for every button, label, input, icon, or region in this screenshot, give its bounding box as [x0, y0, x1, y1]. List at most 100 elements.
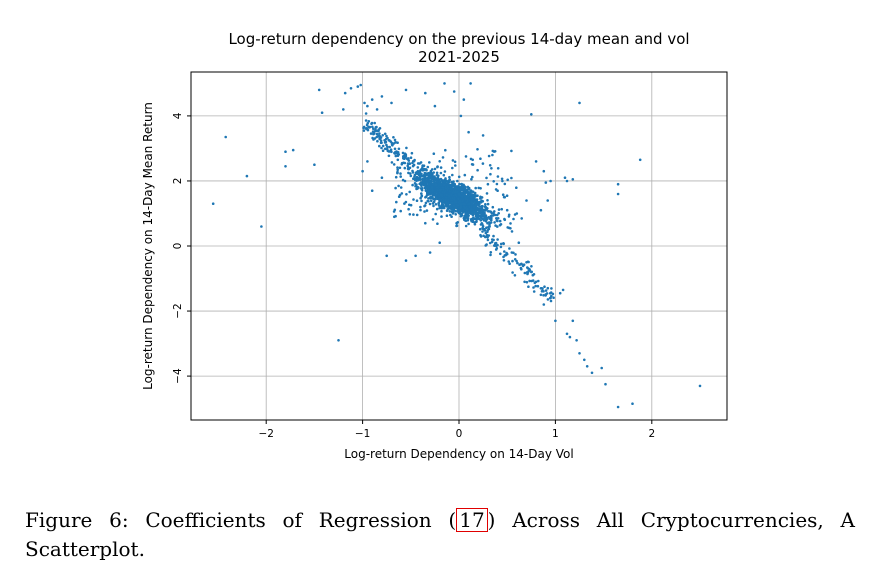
x-axis-label: Log-return Dependency on 14-Day Vol	[344, 447, 573, 461]
scatter-point	[600, 366, 603, 370]
scatter-point	[565, 179, 569, 183]
caption-suffix: ) Across All Cryptocurrencies, A Scatter…	[25, 508, 855, 561]
scatter-point	[507, 260, 511, 263]
scatter-point	[494, 241, 498, 245]
scatter-point	[408, 166, 412, 170]
scatter-point	[550, 287, 553, 290]
scatter-point	[548, 296, 552, 300]
scatter-point	[493, 150, 497, 153]
grid-lines	[191, 72, 727, 420]
scatter-point	[421, 164, 424, 168]
scatter-point	[482, 214, 486, 217]
scatter-point	[380, 176, 384, 179]
scatter-point	[390, 101, 393, 105]
scatter-point	[478, 205, 481, 208]
scatter-point	[460, 195, 464, 198]
scatter-point	[463, 185, 467, 189]
scatter-point	[487, 225, 490, 229]
scatter-point	[502, 255, 505, 259]
scatter-point	[616, 405, 620, 409]
scatter-point	[471, 218, 475, 222]
scatter-point	[452, 207, 455, 210]
scatter-point	[470, 177, 473, 181]
scatter-point	[412, 198, 415, 201]
scatter-point	[565, 332, 569, 336]
scatter-point	[495, 219, 499, 222]
scatter-point	[443, 191, 447, 194]
scatter-point	[445, 214, 449, 217]
scatter-point	[554, 319, 557, 323]
scatter-point	[631, 402, 634, 406]
scatter-point	[446, 188, 449, 192]
scatter-point	[455, 224, 459, 227]
scatter-point	[546, 298, 550, 301]
scatter-point	[568, 335, 572, 339]
scatter-point	[477, 217, 481, 221]
scatter-point	[473, 222, 477, 226]
scatter-point	[451, 166, 454, 170]
scatter-point	[404, 88, 408, 92]
scatter-point	[483, 208, 487, 211]
scatter-point	[387, 138, 391, 142]
scatter-point	[464, 155, 468, 158]
scatter-point	[444, 148, 447, 152]
scatter-point	[418, 162, 421, 165]
scatter-point	[489, 253, 492, 257]
scatter-point	[398, 166, 402, 170]
scatter-point	[492, 180, 496, 183]
scatter-point	[387, 154, 391, 158]
scatter-point	[578, 101, 581, 105]
scatter-point	[505, 208, 509, 212]
scatter-point	[424, 91, 427, 95]
scatter-point	[442, 173, 446, 177]
scatter-point	[380, 95, 384, 98]
scatter-point	[399, 186, 403, 189]
scatter-point	[373, 121, 377, 125]
scatter-point	[485, 192, 489, 195]
scatter-point	[446, 180, 450, 184]
scatter-point	[396, 151, 400, 154]
scatter-point	[449, 184, 452, 188]
scatter-point	[479, 233, 482, 237]
scatter-point	[398, 193, 402, 197]
scatter-point	[396, 166, 399, 169]
scatter-point	[442, 183, 446, 187]
scatter-point	[500, 177, 504, 181]
scatter-point	[408, 203, 411, 207]
scatter-point	[527, 285, 530, 289]
scatter-point	[457, 197, 460, 200]
scatter-point	[370, 98, 374, 101]
scatter-point	[396, 158, 400, 162]
equation-reference-link[interactable]: 17	[456, 508, 488, 532]
scatter-point	[415, 213, 419, 217]
scatter-point	[434, 177, 438, 181]
scatter-point	[480, 207, 484, 210]
scatter-point	[537, 279, 540, 283]
scatter-point	[393, 147, 397, 151]
scatter-point	[426, 199, 430, 203]
scatter-point	[349, 87, 353, 90]
scatter-point	[448, 210, 452, 213]
scatter-point	[440, 184, 443, 187]
scatter-point	[462, 208, 465, 212]
scatter-point	[431, 218, 435, 221]
scatter-point	[498, 219, 502, 223]
scatter-point	[432, 204, 435, 208]
scatter-point	[492, 234, 495, 238]
scatter-point	[549, 179, 552, 183]
scatter-point	[475, 206, 479, 210]
scatter-point	[364, 112, 368, 115]
scatter-point	[424, 221, 427, 225]
scatter-point	[532, 273, 536, 276]
scatter-point	[375, 132, 379, 136]
scatter-point	[432, 152, 436, 155]
scatter-point	[497, 208, 501, 211]
scatter-point	[432, 200, 436, 204]
scatter-point	[502, 242, 505, 245]
scatter-point	[478, 227, 482, 231]
scatter-point	[423, 210, 426, 213]
scatter-point	[534, 160, 538, 163]
scatter-point	[523, 280, 526, 284]
scatter-point	[484, 220, 488, 223]
scatter-point	[452, 90, 456, 93]
